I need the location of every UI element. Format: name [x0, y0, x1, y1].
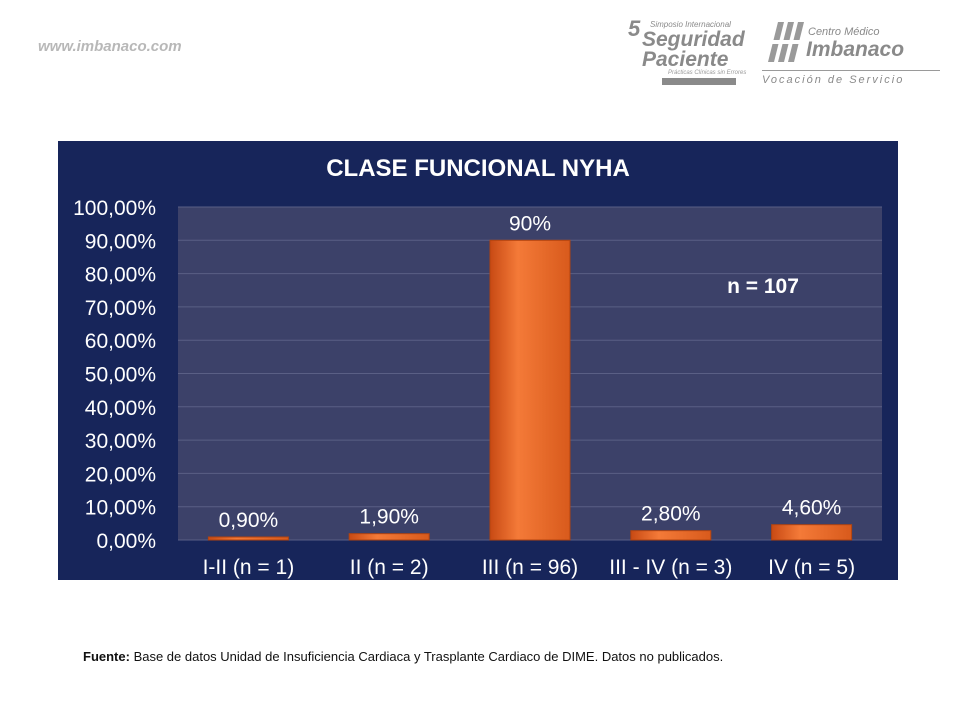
- chart-title: CLASE FUNCIONAL NYHA: [326, 155, 630, 182]
- symposium-line3: Paciente: [642, 48, 729, 71]
- bar: [771, 524, 853, 541]
- y-tick-label: 20,00%: [85, 463, 156, 486]
- bar: [630, 530, 712, 541]
- source-label: Fuente:: [83, 649, 130, 664]
- x-tick-label: III (n = 96): [482, 556, 578, 579]
- bar: [207, 536, 289, 541]
- y-tick-label: 10,00%: [85, 497, 156, 520]
- imbanaco-mark-icon: [764, 22, 804, 62]
- imbanaco-tagline: Vocación de Servicio: [762, 74, 905, 86]
- symposium-line4: Prácticas Clínicas sin Errores: [668, 70, 747, 76]
- symposium-line1: Simposio Internacional: [650, 20, 731, 29]
- data-label: 2,80%: [641, 503, 701, 526]
- y-tick-label: 60,00%: [85, 330, 156, 353]
- bars: [207, 239, 853, 541]
- data-label: 0,90%: [219, 509, 279, 532]
- imbanaco-name2: Imbanaco: [806, 38, 905, 61]
- y-tick-label: 30,00%: [85, 430, 156, 453]
- y-tick-label: 40,00%: [85, 397, 156, 420]
- x-tick-label: III - IV (n = 3): [609, 556, 732, 579]
- x-tick-label: IV (n = 5): [768, 556, 855, 579]
- y-tick-label: 100,00%: [73, 197, 156, 220]
- data-label: 1,90%: [359, 506, 419, 529]
- x-axis: I-II (n = 1) II (n = 2) III (n = 96) III - …: [203, 556, 855, 579]
- y-tick-label: 80,00%: [85, 264, 156, 287]
- site-url[interactable]: www.imbanaco.com: [38, 38, 182, 55]
- x-tick-label: I-II (n = 1): [203, 556, 295, 579]
- y-axis: 0,00% 10,00% 20,00% 30,00% 40,00% 50,00% 60,00…: [73, 197, 156, 553]
- imbanaco-name1: Centro Médico: [808, 26, 880, 38]
- y-tick-label: 90,00%: [85, 230, 156, 253]
- y-tick-label: 50,00%: [85, 364, 156, 387]
- bar: [489, 239, 571, 541]
- y-tick-label: 70,00%: [85, 297, 156, 320]
- imbanaco-logo: Centro Médico Imbanaco Vocación de Servi…: [762, 18, 942, 90]
- x-tick-label: II (n = 2): [350, 556, 429, 579]
- data-label: 4,60%: [782, 497, 842, 520]
- symposium-band: [662, 78, 736, 85]
- chart-panel: CLASE FUNCIONAL NYHA 0,00% 10,00% 20,00% 30…: [58, 141, 898, 580]
- source-text: Base de datos Unidad de Insuficiencia Ca…: [129, 649, 724, 664]
- data-labels: 0,90% 1,90% 90% 2,80% 4,60%: [219, 212, 842, 532]
- data-label: 90%: [509, 212, 551, 235]
- symposium-logo: 5 Simposio Internacional Seguridad Pacie…: [628, 16, 746, 88]
- sample-size-annotation: n = 107: [727, 275, 799, 298]
- symposium-line2: Seguridad: [642, 28, 745, 51]
- source-note: Fuente: Base de datos Unidad de Insufici…: [83, 649, 723, 664]
- bar: [348, 533, 430, 541]
- imbanaco-divider: [762, 70, 940, 71]
- symposium-number: 5: [628, 16, 641, 41]
- y-tick-label: 0,00%: [96, 530, 156, 553]
- bar-chart: CLASE FUNCIONAL NYHA 0,00% 10,00% 20,00% 30…: [73, 155, 882, 579]
